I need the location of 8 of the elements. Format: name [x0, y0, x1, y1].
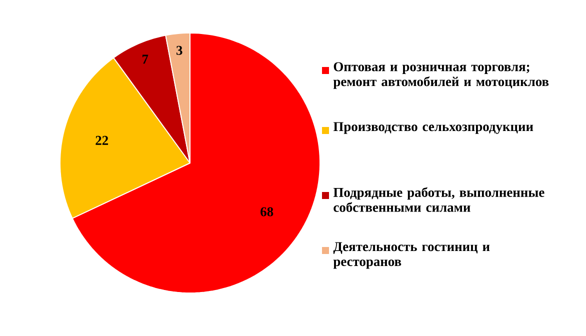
data-label: 68	[260, 207, 274, 216]
legend-label: Подрядные работы, выполненные собственными силами	[333, 187, 544, 212]
data-label: 22	[96, 136, 108, 145]
data-label: 7	[142, 54, 148, 64]
legend-label: Деятельность гостиниц и ресторанов	[333, 242, 490, 269]
legend-label: Оптовая и розничная торговля; ремонт автомобилей и мотоциклов	[333, 62, 549, 89]
legend-label: Производство сельхозпродукции	[333, 122, 534, 134]
data-label: 3	[176, 46, 182, 55]
